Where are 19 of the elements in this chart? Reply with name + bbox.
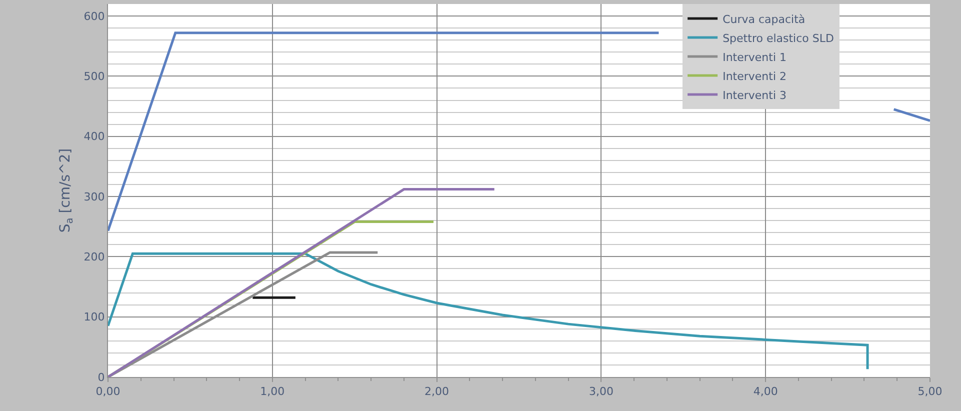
x-tick-label: 1,00 [260, 385, 285, 398]
x-tick-label: 4,00 [753, 385, 778, 398]
x-tick-label: 0,00 [96, 385, 120, 398]
y-tick-label: 100 [84, 310, 105, 324]
legend-label: Spettro elastico SLD [722, 32, 834, 45]
x-tick-label: 2,00 [424, 385, 450, 398]
y-tick-label: 0 [98, 370, 105, 384]
x-tick-label: 3,00 [588, 385, 614, 398]
y-tick-label: 500 [84, 70, 105, 84]
legend-label: Interventi 1 [722, 50, 787, 64]
y-tick-label: 400 [84, 130, 105, 144]
line-series [108, 252, 869, 370]
y-tick-label: 200 [84, 250, 105, 264]
y-tick-label: 300 [84, 190, 105, 204]
x-tick-label: 5,00 [918, 385, 942, 398]
y-tick-label: 600 [84, 10, 105, 23]
legend-label: Interventi 3 [722, 88, 787, 102]
legend-label: Curva capacità [722, 12, 806, 26]
legend-label: Interventi 2 [722, 70, 787, 83]
